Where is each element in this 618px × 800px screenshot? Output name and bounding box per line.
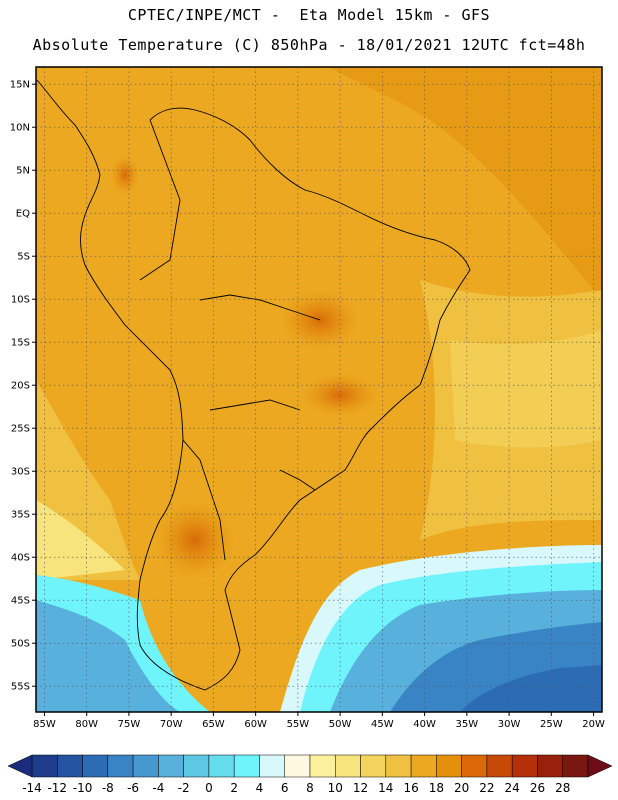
colorbar-swatch bbox=[486, 754, 513, 778]
colorbar-label: -10 bbox=[73, 781, 93, 795]
colorbar-label: 2 bbox=[230, 781, 238, 795]
colorbar-label: 16 bbox=[403, 781, 418, 795]
colorbar-over-arrow bbox=[587, 754, 613, 778]
lat-tick-label: 45S bbox=[11, 596, 30, 607]
lon-tick-label: 25W bbox=[540, 719, 563, 730]
colorbar-swatch bbox=[158, 754, 184, 778]
colorbar-swatch bbox=[461, 754, 488, 778]
lat-tick-label: 30S bbox=[11, 467, 30, 478]
lat-tick-label: EQ bbox=[16, 209, 30, 220]
field-atlantic-light bbox=[450, 330, 602, 448]
lon-tick-label: 65W bbox=[202, 719, 225, 730]
lon-tick-label: 80W bbox=[75, 719, 98, 730]
lon-tick-label: 30W bbox=[498, 719, 521, 730]
colorbar-label: 24 bbox=[505, 781, 520, 795]
lat-tick-label: 35S bbox=[11, 510, 30, 521]
colorbar-swatch bbox=[436, 754, 462, 778]
colorbar-label: 0 bbox=[205, 781, 213, 795]
colorbar-label: 10 bbox=[328, 781, 343, 795]
colorbar-swatch bbox=[259, 754, 285, 778]
field-ne-warm bbox=[330, 67, 602, 300]
field-warm-southeast bbox=[302, 373, 378, 417]
field-pacific-light bbox=[36, 500, 125, 580]
field-warm-patagonia bbox=[155, 500, 235, 580]
colorbar-label: -12 bbox=[47, 781, 67, 795]
colorbar-label: 14 bbox=[378, 781, 393, 795]
colorbar-swatch bbox=[183, 754, 210, 778]
colorbar-swatch bbox=[385, 754, 412, 778]
colorbar-swatch bbox=[208, 754, 235, 778]
lon-tick-label: 60W bbox=[244, 719, 267, 730]
lat-tick-label: 10N bbox=[10, 123, 30, 134]
colorbar-swatch bbox=[284, 754, 311, 778]
border-4 bbox=[279, 469, 316, 491]
colorbar-label: 26 bbox=[530, 781, 545, 795]
border-3 bbox=[182, 439, 226, 561]
colorbar-swatch bbox=[309, 754, 336, 778]
lon-tick-label: 45W bbox=[371, 719, 394, 730]
color-legend-labels: -14 -12 -10 -8 -6 -4 -2 0 2 4 6 8 10 12 14 16 18 20 22 24 26… bbox=[22, 781, 570, 795]
field-warm-north bbox=[111, 155, 139, 195]
colorbar-swatch bbox=[57, 754, 83, 778]
lat-tick-label: 20S bbox=[11, 381, 30, 392]
lon-tick-label: 50W bbox=[329, 719, 352, 730]
lon-tick-label: 85W bbox=[33, 719, 56, 730]
lat-tick-label: 15N bbox=[10, 80, 30, 91]
colorbar-label: -4 bbox=[152, 781, 164, 795]
lat-tick-label: 50S bbox=[11, 639, 30, 650]
colorbar-swatch bbox=[410, 754, 437, 778]
border-1 bbox=[199, 294, 321, 321]
colorbar-label: 6 bbox=[281, 781, 289, 795]
colorbar-under-arrow bbox=[7, 754, 33, 778]
colorbar-label: 28 bbox=[555, 781, 570, 795]
chart-title-line-1: CPTEC/INPE/MCT - Eta Model 15km - GFS bbox=[127, 6, 491, 24]
field-layer bbox=[36, 67, 602, 712]
lat-tick-label: 15S bbox=[11, 338, 30, 349]
colorbar-label: 20 bbox=[454, 781, 469, 795]
colorbar-label: 4 bbox=[256, 781, 264, 795]
colorbar-label: 22 bbox=[479, 781, 494, 795]
lat-tick-label: 5S bbox=[17, 252, 30, 263]
lat-tick-label: 25S bbox=[11, 424, 30, 435]
lon-tick-label: 35W bbox=[456, 719, 479, 730]
lat-tick-label: 10S bbox=[11, 295, 30, 306]
lon-tick-label: 55W bbox=[287, 719, 310, 730]
map-frame bbox=[35, 66, 603, 713]
colorbar-label: 12 bbox=[353, 781, 368, 795]
colorbar-swatch bbox=[132, 754, 159, 778]
lon-tick-label: 75W bbox=[118, 719, 141, 730]
border-2 bbox=[209, 399, 301, 411]
south-america-coast bbox=[36, 79, 471, 691]
colorbar-swatch bbox=[562, 754, 589, 778]
chart-title-line-2: Absolute Temperature (C) 850hPa - 18/01/… bbox=[32, 36, 586, 54]
colorbar-swatch bbox=[82, 754, 109, 778]
colorbar-label: -14 bbox=[22, 781, 42, 795]
lon-tick-label: 40W bbox=[413, 719, 436, 730]
colorbar-label: -2 bbox=[178, 781, 190, 795]
lat-tick-label: 40S bbox=[11, 553, 30, 564]
coastlines bbox=[36, 79, 471, 691]
lat-tick-label: 5N bbox=[16, 166, 30, 177]
field-pacific-colder bbox=[36, 600, 180, 712]
lat-tick-label: 55S bbox=[11, 682, 30, 693]
color-legend bbox=[7, 754, 613, 778]
colorbar-label: -6 bbox=[127, 781, 139, 795]
lon-tick-label: 20W bbox=[582, 719, 605, 730]
colorbar-label: 8 bbox=[306, 781, 314, 795]
colorbar-swatch bbox=[31, 754, 58, 778]
colorbar-swatch bbox=[107, 754, 134, 778]
field-south-atl-deepest bbox=[460, 665, 602, 712]
longitude-axis: 85W 80W 75W 70W 65W 60W 55W 50W 45W 40W 35W 30W 25W 2… bbox=[33, 712, 605, 730]
colorbar-swatch bbox=[335, 754, 361, 778]
colorbar-label: 18 bbox=[429, 781, 444, 795]
colorbar-label: -8 bbox=[102, 781, 114, 795]
colorbar-swatch bbox=[511, 754, 538, 778]
colorbar-swatch bbox=[233, 754, 260, 778]
border-5 bbox=[139, 119, 181, 281]
colorbar-swatch bbox=[537, 754, 563, 778]
latitude-axis: 15N 10N 5N EQ 5S 10S 15S 20S 25S 30S 35S 40S 45S 50S 5… bbox=[10, 80, 36, 693]
lon-tick-label: 70W bbox=[160, 719, 183, 730]
colorbar-swatch bbox=[360, 754, 387, 778]
